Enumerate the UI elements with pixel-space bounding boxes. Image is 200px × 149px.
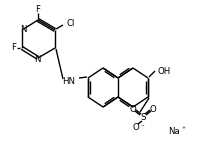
Text: F: F [11,44,16,52]
Text: F: F [35,6,40,14]
Text: ⁻: ⁻ [139,124,143,130]
Text: S: S [140,112,145,121]
Text: OH: OH [157,66,170,76]
Text: O: O [149,104,156,114]
Text: HN: HN [62,76,75,86]
Text: Cl: Cl [67,20,75,28]
Text: N: N [34,55,40,63]
Text: ⁺: ⁺ [180,127,184,133]
Text: O: O [132,122,139,132]
Text: Na: Na [167,127,179,135]
Text: O: O [129,104,136,114]
Text: N: N [20,25,26,35]
